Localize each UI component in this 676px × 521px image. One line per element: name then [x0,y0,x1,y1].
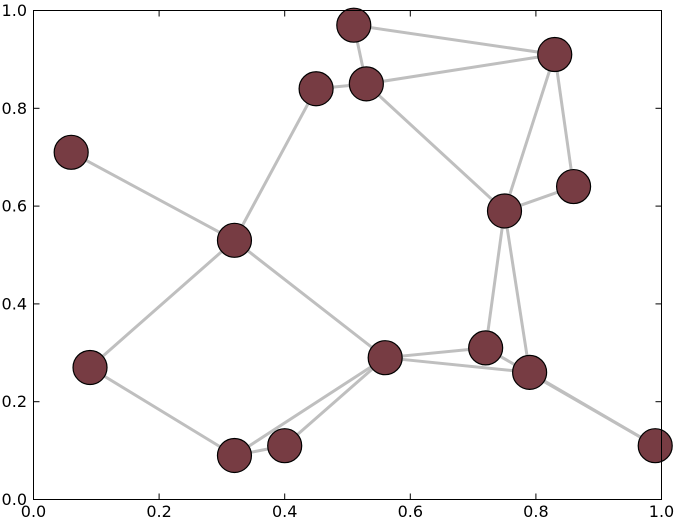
graph-edge [364,82,506,213]
nodes-layer [53,7,673,474]
graph-edge [232,87,318,242]
y-tick-label: 0.8 [2,99,27,118]
graph-node [267,428,303,464]
graph-edge [503,209,532,374]
x-tick-label: 0.0 [21,502,46,521]
graph-edge [553,53,576,189]
y-tick-label: 0.2 [2,392,27,411]
graph-edge [283,356,387,448]
y-tick-label: 0.4 [2,294,27,313]
ticks-layer [33,10,662,500]
x-tick-label: 0.8 [523,502,548,521]
graph-edge [383,356,532,374]
x-tick-labels: 0.0 0.2 0.4 0.6 0.8 1.0 [21,502,674,521]
graph-node [555,168,592,205]
graph-edge [88,365,236,457]
graph-node [486,193,523,229]
graph-node [367,340,403,376]
graph-node [53,134,89,170]
graph-edge [232,356,387,457]
graph-node [637,428,673,464]
graph-edge [484,209,506,350]
x-tick-label: 1.0 [649,502,674,521]
y-tick-label: 1.0 [2,1,27,20]
y-tick-label: 0.0 [2,490,27,509]
graph-edge [88,238,236,369]
x-tick-label: 0.4 [272,502,297,521]
graph-node [512,354,548,390]
y-tick-label: 0.6 [2,197,27,216]
graph-node [216,222,253,258]
graph-node [468,330,504,366]
graph-node [348,66,384,102]
x-tick-label: 0.6 [398,502,423,521]
x-tick-label: 0.2 [146,502,171,521]
graph-node [537,36,573,73]
graph-node [216,437,253,474]
graph-edge [364,53,557,86]
graph-edge [69,150,236,242]
graph-node [72,349,108,386]
graph-node [336,7,372,43]
graph-edge [503,53,557,213]
graph-edge [528,370,657,448]
plot-frame [33,10,662,500]
y-tick-labels: 0.0 0.2 0.4 0.6 0.8 1.0 [2,1,27,509]
graph-node [298,71,334,107]
graph-edge [352,23,557,57]
graph-edge [232,238,387,360]
